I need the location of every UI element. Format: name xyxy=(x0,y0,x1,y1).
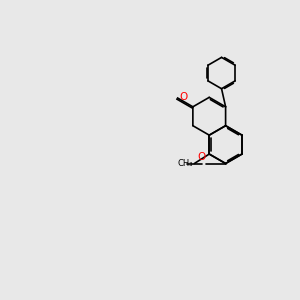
Text: O: O xyxy=(197,152,206,162)
Text: O: O xyxy=(179,92,187,102)
Text: CH₃: CH₃ xyxy=(178,159,193,168)
